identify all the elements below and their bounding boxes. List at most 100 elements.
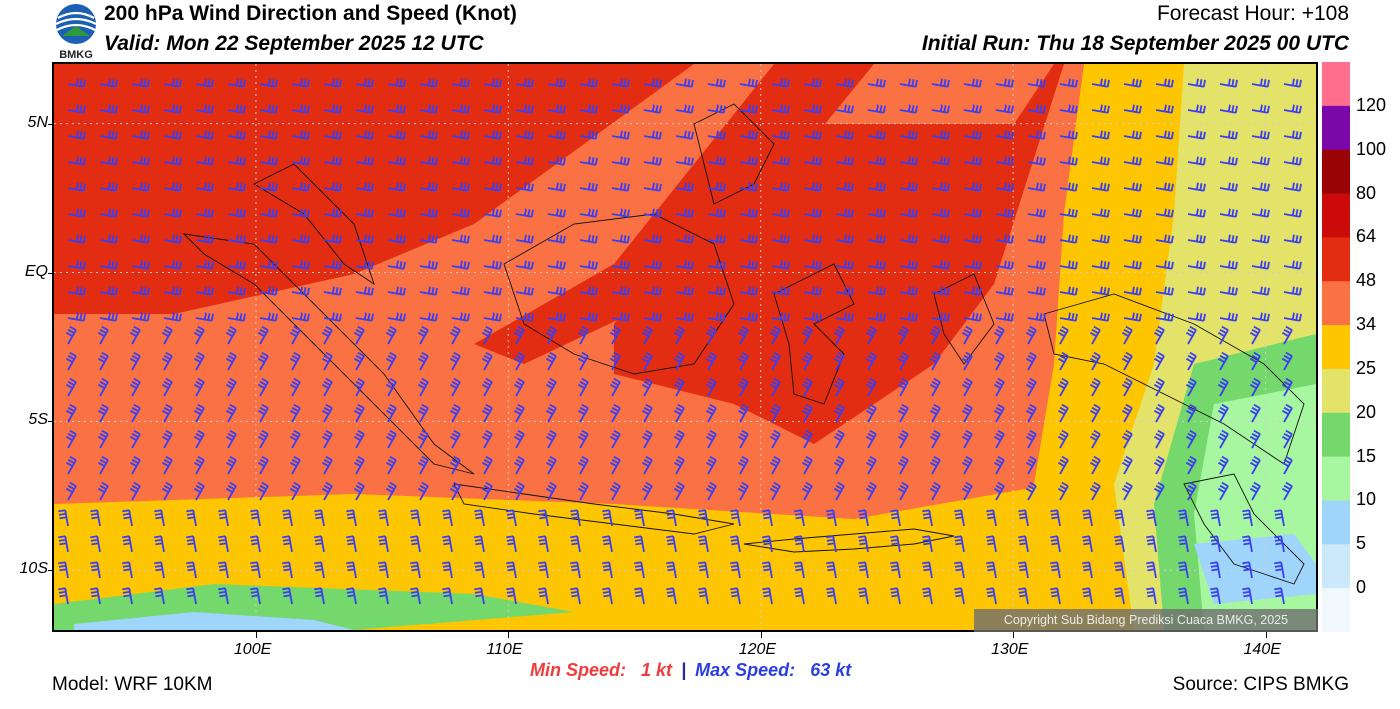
colorbar-label: 120 bbox=[1356, 94, 1387, 115]
wind-barb bbox=[643, 104, 662, 114]
wind-barb bbox=[899, 78, 918, 88]
wind-barb bbox=[1123, 260, 1142, 270]
wind-barb bbox=[826, 587, 837, 605]
wind-barb bbox=[314, 587, 325, 605]
wind-barb bbox=[803, 182, 822, 192]
colorbar-swatch bbox=[1322, 237, 1350, 282]
wind-barb bbox=[634, 509, 645, 527]
wind-barb bbox=[1123, 208, 1142, 218]
wind-barb bbox=[1059, 312, 1078, 322]
wind-barb bbox=[1025, 351, 1037, 371]
wind-barb bbox=[1283, 208, 1302, 218]
wind-barb bbox=[867, 156, 886, 166]
wind-barb bbox=[922, 561, 933, 579]
wind-barb bbox=[346, 561, 357, 579]
wind-barb bbox=[163, 312, 182, 322]
wind-barb bbox=[227, 234, 246, 244]
wind-barb bbox=[890, 587, 901, 605]
wind-barb bbox=[762, 587, 773, 605]
wind-barb bbox=[739, 104, 758, 114]
wind-barb bbox=[609, 481, 621, 501]
wind-barb bbox=[449, 429, 461, 449]
wind-barb bbox=[1027, 260, 1046, 270]
wind-barb bbox=[547, 208, 566, 218]
wind-barb bbox=[1089, 481, 1101, 501]
wind-barb bbox=[833, 377, 845, 397]
wind-barb bbox=[97, 351, 109, 371]
wind-barb bbox=[1050, 561, 1061, 579]
wind-barb bbox=[899, 104, 918, 114]
wind-barb bbox=[225, 481, 237, 501]
wind-barb bbox=[65, 403, 77, 423]
wind-barb bbox=[1057, 481, 1069, 501]
wind-barb bbox=[90, 587, 101, 605]
colorbar-label: 64 bbox=[1356, 226, 1377, 247]
wind-barb bbox=[1219, 234, 1238, 244]
wind-barb bbox=[291, 208, 310, 218]
wind-barb bbox=[442, 535, 453, 553]
wind-barb bbox=[1217, 403, 1229, 423]
wind-barb bbox=[801, 377, 813, 397]
wind-barb bbox=[993, 481, 1005, 501]
wind-barb bbox=[1187, 182, 1206, 192]
wind-barb bbox=[675, 208, 694, 218]
speed-separator: | bbox=[681, 660, 687, 680]
wind-barb bbox=[122, 535, 133, 553]
wind-barb bbox=[899, 234, 918, 244]
wind-barb bbox=[611, 234, 630, 244]
speed-zone-south-gold bbox=[54, 444, 1316, 630]
wind-barb bbox=[451, 182, 470, 192]
speed-zone-streak-1 bbox=[474, 64, 874, 364]
wind-barb bbox=[602, 509, 613, 527]
colorbar-swatch bbox=[1322, 500, 1350, 545]
wind-barb bbox=[186, 535, 197, 553]
colorbar-label: 5 bbox=[1356, 533, 1367, 554]
wind-barb bbox=[1121, 377, 1133, 397]
wind-barb bbox=[547, 286, 566, 296]
wind-barb bbox=[1178, 535, 1189, 553]
svg-text:BMKG: BMKG bbox=[59, 49, 93, 60]
wind-barb bbox=[1027, 130, 1046, 140]
wind-barb bbox=[483, 260, 502, 270]
wind-barb bbox=[1057, 429, 1069, 449]
wind-barb bbox=[545, 325, 557, 345]
wind-barb bbox=[227, 182, 246, 192]
wind-barb bbox=[995, 78, 1014, 88]
wind-barb bbox=[67, 78, 86, 88]
wind-barb bbox=[289, 325, 301, 345]
wind-barb bbox=[483, 182, 502, 192]
wind-barb bbox=[995, 208, 1014, 218]
wind-barb bbox=[579, 260, 598, 270]
wind-barb bbox=[867, 312, 886, 322]
max-speed-label: Max Speed: bbox=[695, 660, 796, 680]
wind-barb bbox=[282, 535, 293, 553]
wind-barb bbox=[1091, 234, 1110, 244]
wind-barb bbox=[771, 156, 790, 166]
colorbar-swatch bbox=[1322, 281, 1350, 326]
wind-barb bbox=[609, 455, 621, 475]
wind-barb bbox=[899, 286, 918, 296]
wind-barb bbox=[195, 156, 214, 166]
wind-barb bbox=[611, 156, 630, 166]
chart-title: 200 hPa Wind Direction and Speed (Knot) bbox=[104, 2, 517, 25]
wind-barb bbox=[929, 351, 941, 371]
wind-barb bbox=[218, 561, 229, 579]
wind-barb bbox=[58, 587, 69, 605]
wind-barb bbox=[1217, 377, 1229, 397]
wind-barb bbox=[451, 130, 470, 140]
wind-barb bbox=[835, 312, 854, 322]
wind-barb bbox=[1185, 403, 1197, 423]
wind-barb bbox=[122, 587, 133, 605]
wind-barb bbox=[154, 587, 165, 605]
colorbar-swatch bbox=[1322, 193, 1350, 238]
wind-barb bbox=[385, 403, 397, 423]
wind-barb bbox=[1057, 377, 1069, 397]
wind-barb bbox=[163, 208, 182, 218]
wind-barb bbox=[673, 481, 685, 501]
wind-barb bbox=[355, 286, 374, 296]
wind-barb bbox=[602, 587, 613, 605]
wind-barb bbox=[931, 260, 950, 270]
wind-barb bbox=[643, 312, 662, 322]
wind-barb bbox=[163, 182, 182, 192]
initial-run: Initial Run: Thu 18 September 2025 00 UT… bbox=[921, 32, 1349, 55]
